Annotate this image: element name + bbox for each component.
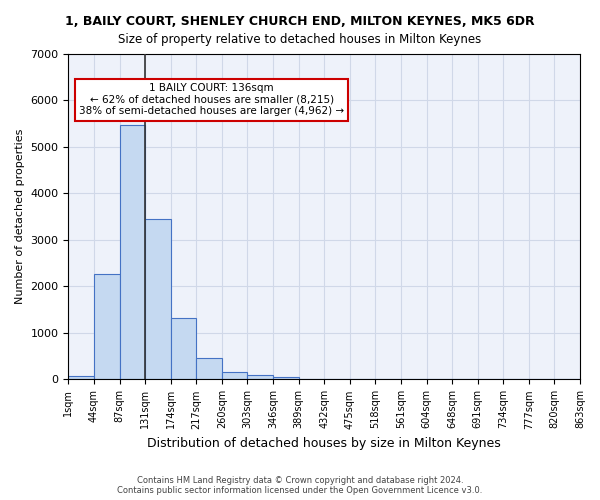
Bar xyxy=(119,125,145,380)
Bar xyxy=(145,219,171,380)
Bar xyxy=(299,378,324,380)
Text: 1, BAILY COURT, SHENLEY CHURCH END, MILTON KEYNES, MK5 6DR: 1, BAILY COURT, SHENLEY CHURCH END, MILT… xyxy=(65,15,535,28)
Text: Size of property relative to detached houses in Milton Keynes: Size of property relative to detached ho… xyxy=(118,32,482,46)
Text: Contains HM Land Registry data © Crown copyright and database right 2024.
Contai: Contains HM Land Registry data © Crown c… xyxy=(118,476,482,495)
Bar xyxy=(196,358,222,380)
Bar xyxy=(247,376,273,380)
Bar xyxy=(273,377,299,380)
Bar xyxy=(222,372,247,380)
Bar xyxy=(94,274,119,380)
Text: 1 BAILY COURT: 136sqm
← 62% of detached houses are smaller (8,215)
38% of semi-d: 1 BAILY COURT: 136sqm ← 62% of detached … xyxy=(79,84,344,116)
Bar xyxy=(171,318,196,380)
Bar xyxy=(68,376,94,380)
X-axis label: Distribution of detached houses by size in Milton Keynes: Distribution of detached houses by size … xyxy=(148,437,501,450)
Y-axis label: Number of detached properties: Number of detached properties xyxy=(15,129,25,304)
